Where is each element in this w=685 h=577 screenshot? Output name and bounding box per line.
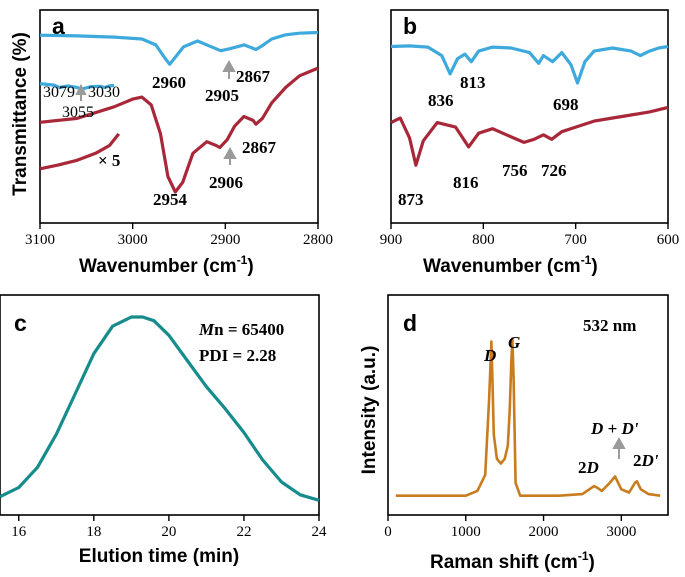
annot-a-2905: 2905	[205, 86, 239, 105]
series-c-gpc-trace	[0, 315, 320, 502]
annot-a-2960: 2960	[152, 73, 186, 92]
x-tick-label-b-600: 600	[657, 232, 680, 248]
annot-c-pdi: PDI = 2.28	[199, 346, 276, 365]
panel-d-xlabel-exp: -1	[578, 549, 589, 563]
annot-a-3079: 3079	[43, 84, 75, 101]
panel-a-xlabel-close: )	[247, 256, 253, 277]
panel-b-frame	[390, 9, 669, 224]
x-tick-label-d-3000: 3000	[606, 524, 636, 540]
annot-d-2Dprime-letter: D'	[641, 451, 659, 470]
annot-b-698: 698	[553, 95, 579, 114]
annot-a-2867-blue: 2867	[236, 67, 271, 86]
arrow-a-2906	[223, 146, 237, 165]
panel-d-xlabel-main: Raman shift	[430, 552, 539, 573]
annot-a-2906: 2906	[209, 173, 243, 192]
annot-a-3030: 3030	[88, 84, 120, 101]
annot-a-2954: 2954	[153, 190, 188, 209]
panel-b: 900 800 700 600 b Wavenumber (cm-1) 836 813…	[380, 9, 680, 277]
panel-a-ylabel: Transmittance (%)	[10, 32, 31, 196]
x-tick-label-c-18: 18	[86, 524, 101, 540]
x-tick-label-d-0: 0	[384, 524, 392, 540]
annot-d-D: D	[483, 346, 496, 365]
panel-a-frame	[39, 9, 319, 224]
annot-b-813: 813	[460, 73, 486, 92]
x-tick-label-c-20: 20	[161, 524, 176, 540]
panel-d-xlabel-unit: (cm	[544, 552, 578, 573]
x-tick-label-d-2000: 2000	[529, 524, 559, 540]
panel-c-xlabel: Elution time (min)	[79, 546, 239, 567]
panel-a: 3100 3000 2900 2800 a Wavenumber (cm-1) Tra…	[10, 9, 333, 277]
panel-b-xlabel-unit: (cm	[547, 256, 581, 277]
x-tick-label-d-1000: 1000	[451, 524, 481, 540]
annot-d-2Dprime: 2D'	[633, 451, 659, 470]
panel-c-series	[0, 315, 320, 502]
panel-b-series	[390, 44, 669, 167]
panel-a-ticks: 3100 3000 2900 2800	[25, 223, 333, 248]
x-tick-label-b-900: 900	[380, 232, 403, 248]
x-tick-label-c-16: 16	[11, 524, 27, 540]
panel-a-label: a	[52, 13, 65, 39]
x-tick-label-c-22: 22	[236, 524, 251, 540]
series-d-raman	[395, 337, 661, 497]
annot-b-816: 816	[453, 173, 479, 192]
annot-a-3055: 3055	[62, 104, 94, 121]
annot-d-2D-num: 2	[578, 458, 587, 477]
annot-d-2D-letter: D	[586, 458, 599, 477]
panel-b-xlabel-main: Wavenumber	[423, 256, 542, 277]
annot-b-726: 726	[541, 161, 567, 180]
panel-b-xlabel: Wavenumber (cm-1)	[423, 253, 598, 277]
x-tick-label-b-800: 800	[472, 232, 495, 248]
series-b-blue	[390, 44, 669, 85]
series-a-red	[39, 66, 319, 194]
panel-d-series	[395, 337, 661, 497]
x-tick-label-a-3100: 3100	[25, 232, 55, 248]
x-tick-label-b-700: 700	[564, 232, 587, 248]
arrow-a-2905	[222, 59, 236, 79]
panel-c-frame	[0, 294, 320, 516]
annot-b-873: 873	[398, 190, 424, 209]
panel-b-xlabel-close: )	[591, 256, 597, 277]
panel-d: 0 1000 2000 3000 d Raman shift (cm-1) Inten…	[359, 294, 669, 573]
x-tick-label-a-2900: 2900	[210, 232, 240, 248]
panel-a-xlabel-main: Wavenumber	[79, 256, 198, 277]
panel-d-label: d	[403, 310, 417, 336]
annot-d-ddprime: D + D'	[590, 419, 639, 438]
annot-c-mn-italic: M	[198, 320, 215, 339]
panel-c-ticks: 16 18 20 22 24	[11, 515, 327, 540]
panel-d-ticks: 0 1000 2000 3000	[384, 515, 636, 540]
x-tick-label-a-2800: 2800	[303, 232, 333, 248]
annot-d-laser: 532 nm	[583, 316, 636, 335]
panel-d-xlabel-close: )	[589, 552, 595, 573]
annot-b-756: 756	[502, 161, 528, 180]
series-a-blue	[39, 30, 319, 66]
x-tick-label-a-3000: 3000	[118, 232, 148, 248]
panel-b-xlabel-exp: -1	[581, 253, 592, 267]
panel-d-frame	[387, 294, 669, 516]
series-a-red-inset	[39, 132, 121, 171]
annot-c-mn: Mn = 65400	[198, 320, 284, 339]
x-tick-label-c-24: 24	[312, 524, 328, 540]
annot-c-mn-value: n = 65400	[214, 320, 284, 339]
annot-d-2Dprime-num: 2	[633, 451, 642, 470]
arrow-a-3055	[75, 83, 87, 101]
annot-d-G: G	[508, 333, 521, 352]
panel-a-xlabel-unit: (cm	[203, 256, 237, 277]
panel-b-label: b	[403, 13, 417, 39]
panel-a-series	[39, 30, 319, 194]
annot-a-2867-red: 2867	[242, 138, 277, 157]
panel-c-label: c	[14, 310, 27, 336]
annot-d-2D: 2D	[578, 458, 599, 477]
series-b-red	[390, 105, 669, 167]
panel-c: 16 18 20 22 24 c Elution time (min) Mn = 654…	[0, 294, 327, 567]
annot-b-836: 836	[428, 91, 454, 110]
panel-a-xlabel-exp: -1	[237, 253, 248, 267]
panel-b-ticks: 900 800 700 600	[380, 223, 680, 248]
arrow-d-ddprime	[612, 436, 626, 459]
panel-d-xlabel: Raman shift (cm-1)	[430, 549, 595, 573]
panel-d-ylabel: Intensity (a.u.)	[359, 346, 380, 475]
annot-a-x5: × 5	[98, 151, 120, 170]
panel-a-xlabel: Wavenumber (cm-1)	[79, 253, 254, 277]
